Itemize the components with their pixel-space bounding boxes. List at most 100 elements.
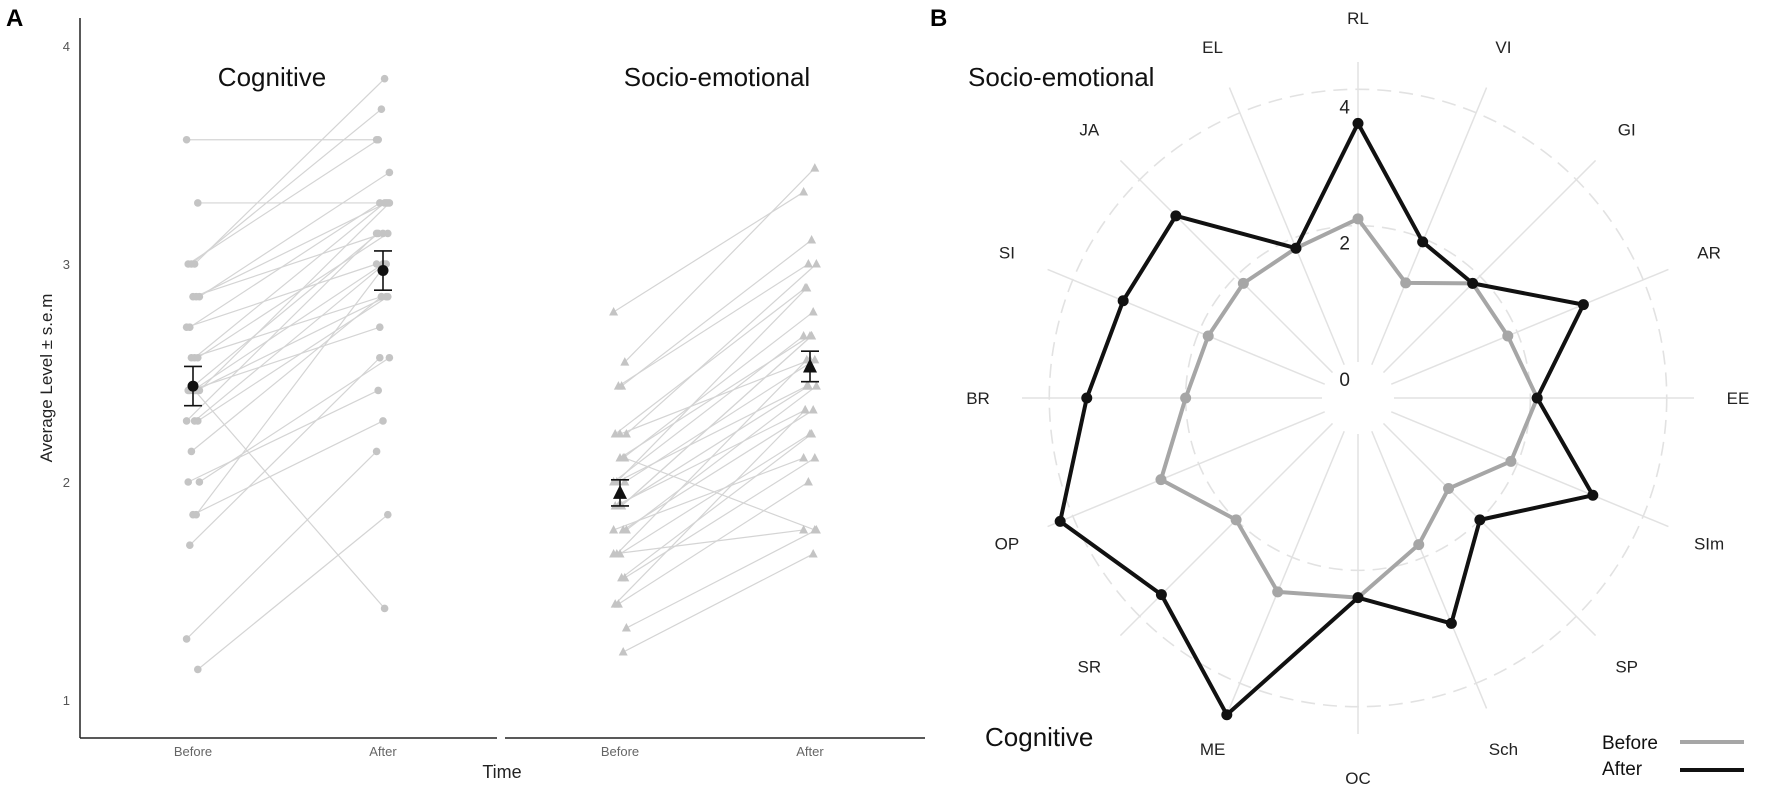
individual-point: [799, 187, 809, 196]
radar-spoke: [1047, 411, 1326, 528]
radar-grid: [1022, 62, 1694, 734]
facet-title-socio-emotional: Socio-emotional: [624, 62, 810, 92]
individual-point: [385, 199, 394, 207]
individual-point: [385, 168, 394, 177]
individual-line: [195, 296, 387, 391]
radar-category-label: ME: [1200, 740, 1226, 759]
individual-line: [195, 202, 387, 298]
individual-point: [610, 599, 620, 608]
individual-point: [187, 447, 196, 456]
individual-point: [190, 417, 199, 425]
radar-point-after: [1445, 617, 1457, 629]
individual-point: [182, 417, 191, 425]
individual-point: [613, 381, 623, 390]
radar-category-label: VI: [1495, 38, 1511, 57]
radar-category-label: OC: [1345, 769, 1371, 788]
x-axis-label: Time: [482, 762, 521, 782]
individual-point: [189, 510, 197, 519]
individual-line: [195, 263, 387, 516]
radar-point-after: [1474, 514, 1486, 526]
individual-line: [616, 385, 808, 483]
radar-spoke: [1390, 268, 1669, 385]
facet-cognitive-marks: [182, 74, 394, 674]
individual-point: [374, 386, 383, 395]
individual-point: [802, 282, 812, 292]
individual-line: [618, 481, 809, 605]
individual-line: [626, 385, 817, 531]
individual-line: [622, 409, 814, 531]
individual-line: [191, 296, 382, 452]
legend-label-after: After: [1602, 759, 1643, 780]
x-tick-label-after: After: [796, 744, 824, 759]
individual-line: [616, 359, 808, 555]
individual-line: [192, 232, 384, 298]
individual-point: [620, 477, 630, 486]
radar-point-before: [1502, 330, 1514, 342]
radar-grid-circle: [1048, 88, 1668, 708]
individual-point: [377, 292, 386, 301]
individual-line: [624, 167, 816, 363]
radar-point-after: [1467, 277, 1479, 289]
individual-point: [808, 306, 818, 316]
radar-point-after: [1587, 489, 1599, 501]
individual-point: [618, 524, 628, 534]
individual-line: [189, 326, 380, 392]
individual-point: [186, 541, 194, 550]
individual-point: [194, 665, 202, 674]
individual-point: [379, 417, 387, 425]
individual-line: [621, 335, 813, 507]
individual-line: [613, 529, 804, 555]
individual-point: [609, 548, 619, 558]
mean-marker: [613, 484, 627, 499]
radar-point-after: [1054, 515, 1066, 527]
individual-point: [182, 323, 191, 332]
panel-b-label: B: [930, 5, 947, 32]
individual-point: [620, 453, 630, 462]
individual-point: [372, 260, 381, 268]
individual-point: [377, 105, 386, 114]
individual-point: [380, 604, 389, 613]
individual-line: [199, 171, 390, 298]
radial-tick-label: 2: [1339, 234, 1350, 255]
legend: Before After: [1602, 733, 1744, 780]
radar-category-label: JA: [1079, 120, 1100, 139]
individual-point: [807, 235, 817, 244]
individual-line: [616, 287, 808, 483]
individual-line: [189, 202, 381, 328]
panel-a: Average Level ± s.e.m Time 1 2 3 4 Cogni…: [37, 18, 925, 782]
radar-category-label: SIm: [1694, 534, 1724, 553]
individual-point: [195, 478, 204, 486]
individual-point: [376, 323, 384, 332]
individual-line: [614, 409, 806, 605]
individual-point: [384, 229, 392, 238]
y-tick-label: 3: [63, 257, 70, 272]
individual-line: [189, 357, 381, 546]
radar-point-before: [1505, 455, 1517, 467]
radar-spoke: [1382, 159, 1597, 374]
individual-line: [624, 457, 816, 579]
individual-line: [191, 108, 382, 265]
individual-line: [186, 233, 378, 422]
radial-tick-label: 0: [1339, 370, 1350, 391]
radar-spoke: [1047, 268, 1326, 385]
radar-spoke: [1228, 430, 1345, 709]
x-tick-label-before: Before: [601, 744, 639, 759]
radar-category-label: RL: [1347, 9, 1369, 28]
individual-point: [620, 357, 630, 366]
individual-line: [625, 263, 817, 435]
mean-marker: [377, 265, 389, 277]
individual-line: [187, 389, 379, 483]
radar-spoke: [1390, 411, 1669, 528]
individual-line: [192, 263, 384, 391]
radar-point-after: [1290, 242, 1302, 254]
individual-point: [184, 478, 192, 486]
radar-category-label: SP: [1615, 658, 1638, 677]
individual-line: [621, 239, 812, 387]
individual-line: [194, 390, 386, 609]
radar-point-before: [1413, 539, 1425, 551]
individual-point: [808, 548, 818, 558]
individual-point: [182, 135, 191, 144]
individual-line: [187, 233, 379, 391]
radar-point-before: [1202, 330, 1214, 342]
radar-category-label: Sch: [1489, 740, 1518, 759]
